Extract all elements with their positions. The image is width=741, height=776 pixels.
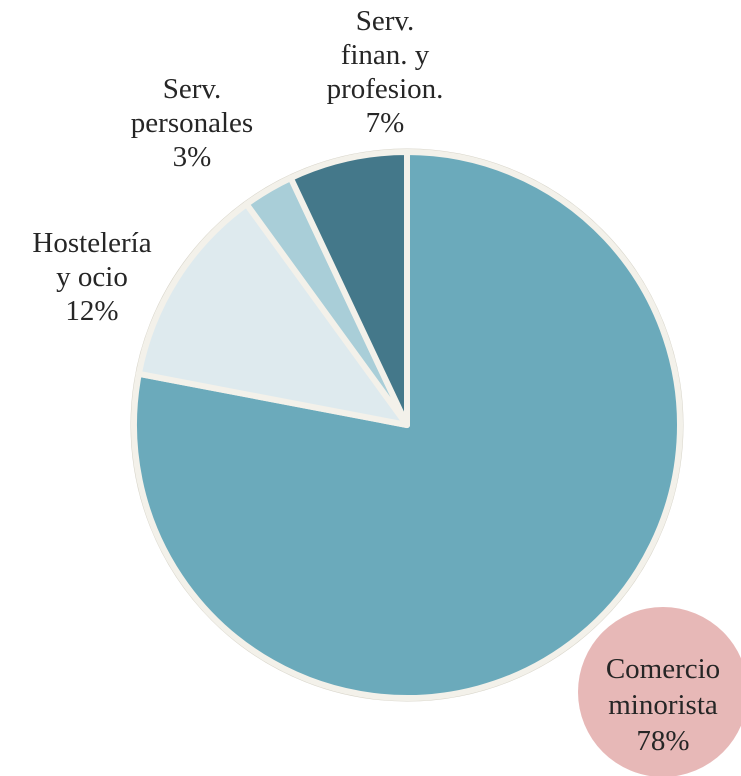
slice-name-line: Comercio — [606, 653, 720, 685]
slice-value-label: 12% — [65, 295, 118, 327]
slice-name-line: minorista — [608, 689, 718, 721]
slice-label: Serv. personales 3% — [131, 73, 253, 173]
slice-name-line: y ocio — [56, 261, 128, 293]
slice-name-line: Serv. — [163, 73, 222, 105]
slice-value-label: 7% — [366, 107, 405, 139]
slice-name-line: Serv. — [356, 5, 415, 37]
slice-label: Hostelería y ocio 12% — [32, 227, 151, 327]
slice-label: Serv. finan. y profesion. 7% — [327, 5, 444, 139]
slice-name-line: profesion. — [327, 73, 444, 105]
slice-name-line: Hostelería — [32, 227, 151, 259]
pie-slice — [135, 201, 410, 428]
slice-value-label: 3% — [173, 141, 212, 173]
label-bubble — [578, 607, 741, 776]
slice-name-line: personales — [131, 107, 253, 139]
pie-slice — [287, 149, 410, 428]
slice-label: Comercio minorista 78% — [606, 653, 720, 757]
pie-slices-layer — [131, 149, 683, 701]
pie-slice — [131, 149, 683, 701]
pie-labels-layer: Comercio minorista 78% Hostelería y ocio 12% S… — [32, 5, 720, 757]
slice-name-line: finan. y — [341, 39, 430, 71]
label-bubble-layer — [578, 607, 741, 776]
slice-value-label: 78% — [636, 725, 689, 757]
